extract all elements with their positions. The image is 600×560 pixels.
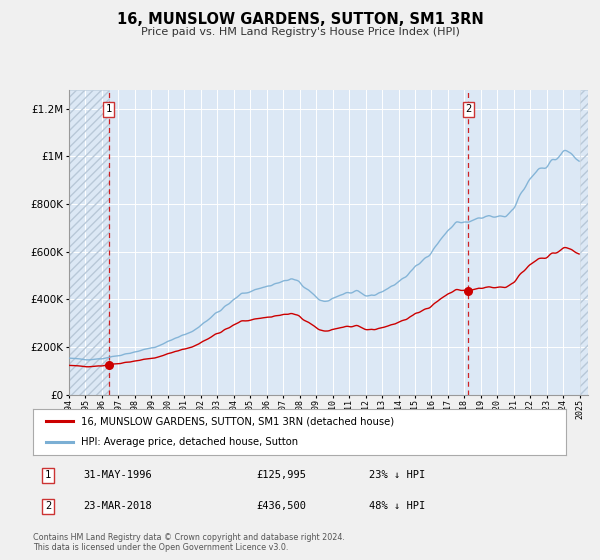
- Text: Price paid vs. HM Land Registry's House Price Index (HPI): Price paid vs. HM Land Registry's House …: [140, 27, 460, 37]
- Text: 48% ↓ HPI: 48% ↓ HPI: [368, 501, 425, 511]
- Text: This data is licensed under the Open Government Licence v3.0.: This data is licensed under the Open Gov…: [33, 543, 289, 552]
- Text: 31-MAY-1996: 31-MAY-1996: [83, 470, 152, 480]
- Text: 23% ↓ HPI: 23% ↓ HPI: [368, 470, 425, 480]
- Text: 16, MUNSLOW GARDENS, SUTTON, SM1 3RN (detached house): 16, MUNSLOW GARDENS, SUTTON, SM1 3RN (de…: [81, 416, 394, 426]
- Text: 1: 1: [106, 104, 112, 114]
- Text: Contains HM Land Registry data © Crown copyright and database right 2024.: Contains HM Land Registry data © Crown c…: [33, 533, 345, 542]
- Text: 1: 1: [45, 470, 51, 480]
- Bar: [69, 90, 109, 395]
- Text: 23-MAR-2018: 23-MAR-2018: [83, 501, 152, 511]
- Text: HPI: Average price, detached house, Sutton: HPI: Average price, detached house, Sutt…: [81, 437, 298, 447]
- Bar: [580, 90, 588, 395]
- Text: 16, MUNSLOW GARDENS, SUTTON, SM1 3RN: 16, MUNSLOW GARDENS, SUTTON, SM1 3RN: [116, 12, 484, 27]
- Text: 2: 2: [465, 104, 472, 114]
- Text: £436,500: £436,500: [257, 501, 307, 511]
- Text: £125,995: £125,995: [257, 470, 307, 480]
- Text: 2: 2: [45, 501, 51, 511]
